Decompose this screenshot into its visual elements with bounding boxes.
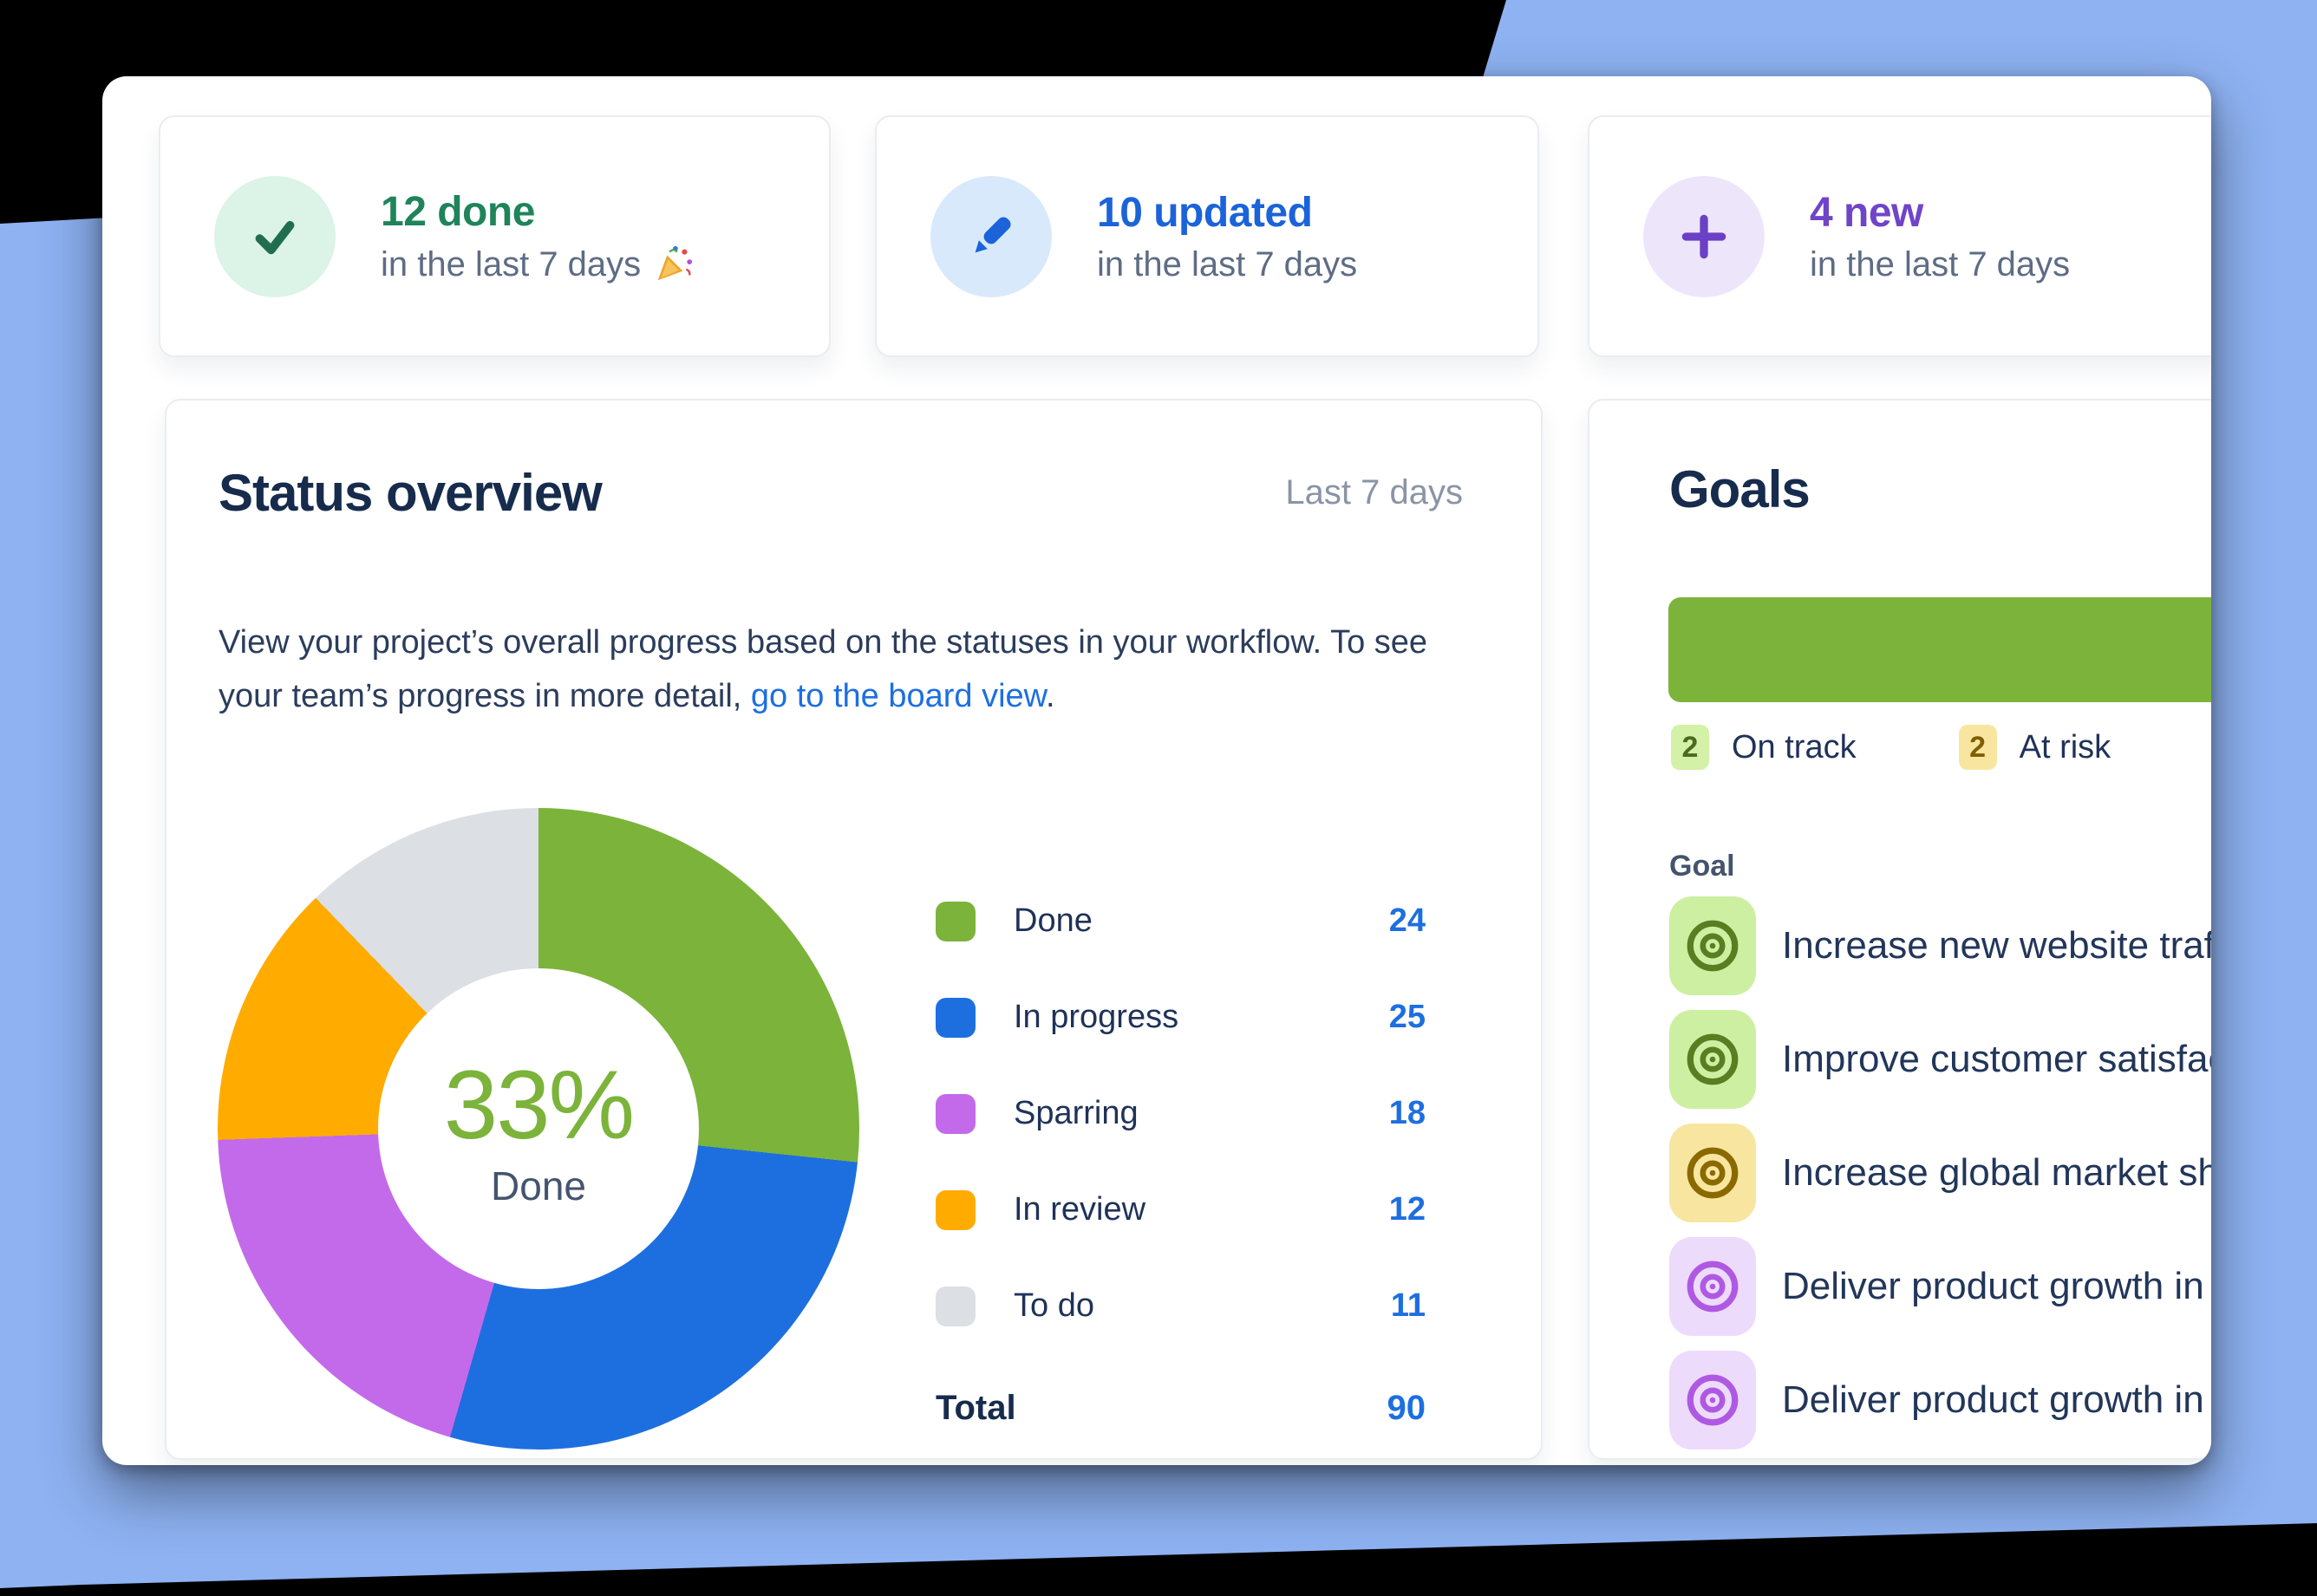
stat-card-updated[interactable]: 10 updated in the last 7 days (875, 115, 1539, 357)
stat-done-number: 12 done (381, 189, 535, 235)
stat-updated-number: 10 updated (1097, 189, 1313, 236)
stat-updated-sublabel: in the last 7 days (1097, 244, 1358, 283)
legend-row-in-progress: In progress 25 (936, 969, 1426, 1065)
target-icon (1669, 896, 1756, 995)
legend-row-in-review: In review 12 (936, 1162, 1426, 1258)
legend-row-to-do: To do 11 (936, 1258, 1426, 1354)
goal-row[interactable]: Improve customer satisfaction (1669, 1010, 2211, 1109)
goal-row[interactable]: Deliver product growth in (1669, 1351, 2211, 1449)
on-track-count-badge: 2 (1671, 725, 1709, 770)
stat-new-sublabel: in the last 7 days (1810, 244, 2071, 283)
legend-row-total: Total 90 (936, 1389, 1426, 1427)
legend-swatch-in-review (936, 1189, 976, 1230)
status-overview-card: Status overview Last 7 days View your pr… (165, 399, 1543, 1460)
stat-card-done[interactable]: 12 done in the last 7 days (159, 115, 831, 357)
status-period-label: Last 7 days (1285, 473, 1463, 511)
target-icon (1669, 1351, 1756, 1449)
target-icon (1669, 1124, 1756, 1222)
donut-center-label: Done (491, 1163, 586, 1208)
legend-swatch-to-do (936, 1286, 976, 1326)
status-overview-title: Status overview (219, 464, 603, 522)
status-legend: Done 24 In progress 25 Sparring 18 In re… (936, 873, 1426, 1428)
goals-legend: 2 On track 2 At risk 5 Off track (1671, 725, 2211, 770)
party-popper-icon (653, 244, 693, 284)
check-icon (214, 175, 336, 297)
stat-done-sublabel: in the last 7 days (381, 244, 642, 283)
status-donut-chart[interactable]: 33% Done (218, 808, 859, 1449)
legend-swatch-in-progress (936, 997, 976, 1038)
status-description: View your project’s overall progress bas… (219, 624, 1428, 714)
at-risk-count-badge: 2 (1958, 725, 1997, 770)
board-view-link[interactable]: go to the board view (750, 678, 1047, 714)
legend-swatch-done (936, 901, 976, 941)
dashboard-panel: 12 done in the last 7 days (102, 76, 2211, 1465)
stat-card-new[interactable]: 4 new in the last 7 days (1588, 115, 2211, 357)
goals-title: Goals (1669, 460, 1811, 518)
goal-column-header: Goal (1669, 850, 1735, 883)
goals-progress-bar (1668, 597, 2211, 702)
donut-center-value: 33% (443, 1050, 635, 1159)
target-icon (1669, 1237, 1756, 1336)
plus-icon (1643, 175, 1765, 297)
goal-row[interactable]: Increase global market share (1669, 1124, 2211, 1222)
goal-row[interactable]: Deliver product growth in (1669, 1237, 2211, 1336)
target-icon (1669, 1010, 1756, 1109)
pencil-icon (930, 175, 1052, 297)
on-track-label: On track (1732, 728, 1857, 765)
goal-row[interactable]: Increase new website traffic (1669, 896, 2211, 995)
at-risk-label: At risk (2019, 728, 2111, 765)
legend-row-done: Done 24 (936, 873, 1426, 969)
donut-center: 33% Done (378, 968, 699, 1289)
goals-card: Goals 2 On track 2 At risk 5 Off track G… (1588, 399, 2211, 1460)
legend-row-sparring: Sparring 18 (936, 1065, 1426, 1162)
legend-swatch-sparring (936, 1093, 976, 1134)
goal-list: Increase new website traffic Improve cus… (1669, 896, 2211, 1464)
stat-new-number: 4 new (1810, 189, 1923, 236)
